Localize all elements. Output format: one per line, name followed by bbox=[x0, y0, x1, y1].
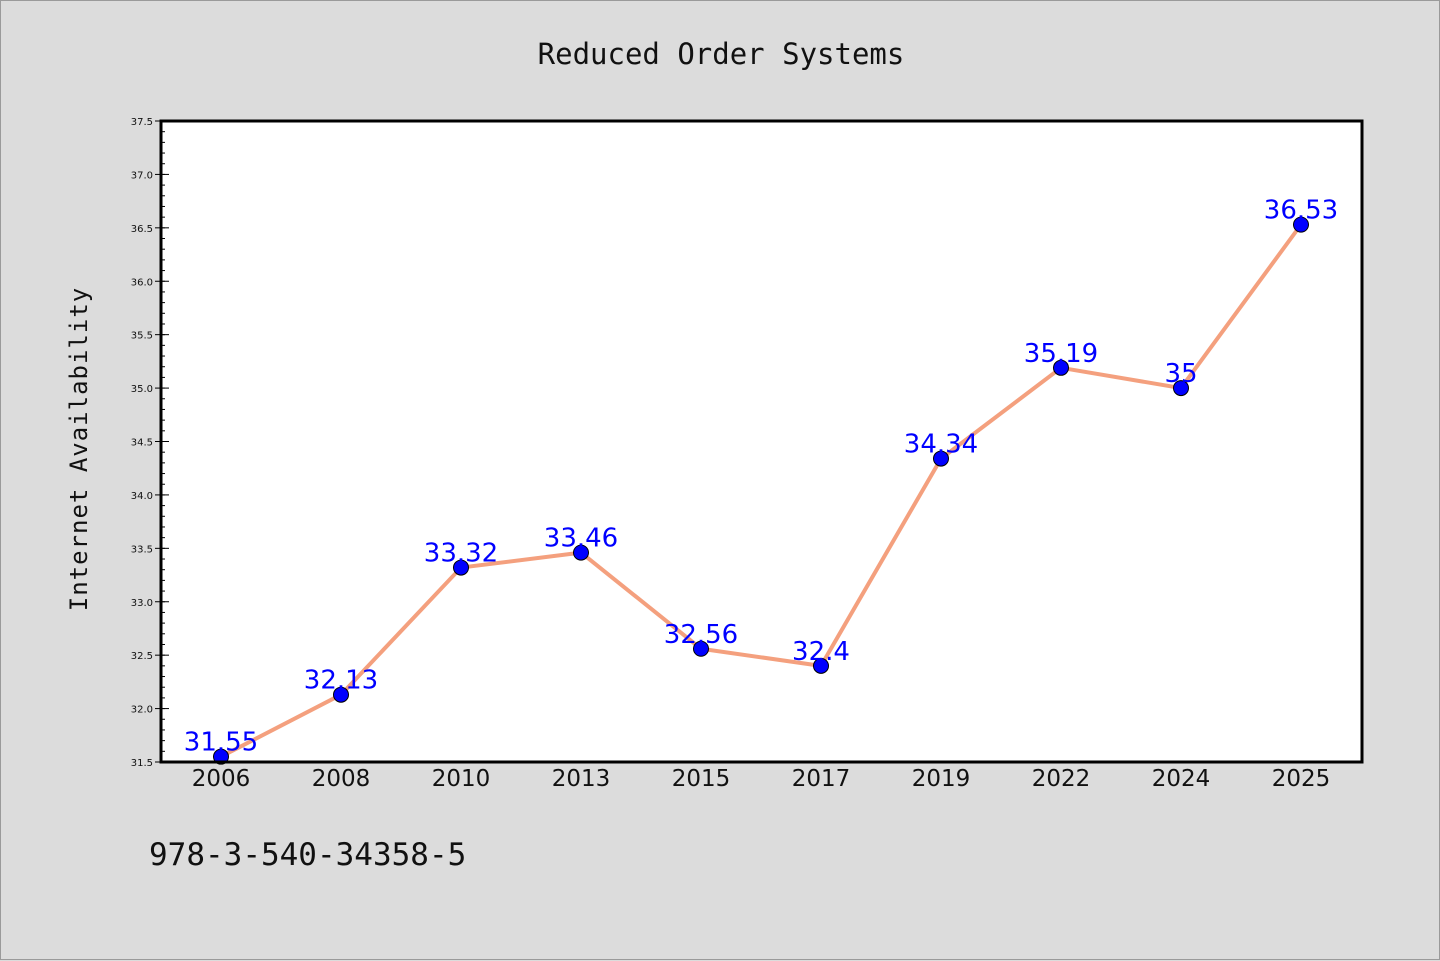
data-label: 31.55 bbox=[184, 728, 258, 758]
data-point-marker bbox=[453, 559, 469, 576]
series-line-group bbox=[219, 222, 1303, 759]
data-label: 34.34 bbox=[904, 430, 978, 460]
y-tick-label: 35.0 bbox=[131, 384, 153, 395]
y-axis-label: Internet Availability bbox=[65, 287, 93, 611]
data-label-group: 31.55 32.13 33.32 33.46 32.56 32.4 34.34 35.19 3… bbox=[184, 196, 1338, 758]
data-label: 33.46 bbox=[544, 524, 618, 554]
y-tick-label: 36.0 bbox=[131, 277, 153, 288]
data-point-marker bbox=[1173, 380, 1189, 397]
data-label: 32.56 bbox=[664, 620, 738, 650]
y-tick-label: 34.0 bbox=[131, 491, 153, 502]
series-line bbox=[219, 222, 1303, 759]
plot-area bbox=[161, 121, 1362, 762]
x-tick-label: 2025 bbox=[1272, 766, 1331, 792]
x-tick-label: 2019 bbox=[912, 766, 971, 792]
data-label: 32.4 bbox=[792, 637, 850, 667]
x-tick-label: 2022 bbox=[1032, 766, 1091, 792]
data-point-marker bbox=[213, 748, 229, 765]
y-tick-label: 33.0 bbox=[131, 598, 153, 609]
y-tick-label: 36.5 bbox=[131, 224, 153, 235]
footnote-isbn: 978-3-540-34358-5 bbox=[149, 837, 466, 873]
x-tick-labels: 2006 2008 2010 2013 2015 2017 2019 2022 2024 2025 bbox=[192, 766, 1331, 792]
data-point-marker bbox=[1053, 359, 1069, 376]
data-label: 35.19 bbox=[1024, 339, 1098, 369]
data-label: 36.53 bbox=[1264, 196, 1338, 226]
x-tick-label: 2017 bbox=[792, 766, 851, 792]
y-tick-labels: 31.5 32.0 32.5 33.0 33.5 34.0 34.5 35.0 35.5 36.0… bbox=[131, 117, 153, 769]
x-tick-label: 2008 bbox=[312, 766, 371, 792]
x-tick-label: 2013 bbox=[552, 766, 611, 792]
data-point-marker bbox=[573, 544, 589, 561]
marker-group bbox=[213, 216, 1309, 765]
y-tick-label: 32.0 bbox=[131, 705, 153, 716]
chart-title: Reduced Order Systems bbox=[538, 37, 905, 71]
y-tick-label: 37.0 bbox=[131, 170, 153, 181]
data-label: 35 bbox=[1164, 359, 1197, 389]
y-tick-label: 33.5 bbox=[131, 544, 153, 555]
x-tick-label: 2015 bbox=[672, 766, 731, 792]
x-tick-label: 2010 bbox=[432, 766, 491, 792]
y-tick-label: 37.5 bbox=[131, 117, 153, 128]
data-point-marker bbox=[1293, 216, 1309, 233]
data-point-marker bbox=[933, 450, 949, 467]
data-point-marker bbox=[693, 640, 709, 657]
y-tick-label: 35.5 bbox=[131, 331, 153, 342]
y-tick-label: 31.5 bbox=[131, 758, 153, 769]
data-label: 32.13 bbox=[304, 666, 378, 696]
x-tick-label: 2006 bbox=[192, 766, 251, 792]
y-tick-label: 32.5 bbox=[131, 651, 153, 662]
data-point-marker bbox=[333, 686, 349, 703]
y-tick-label: 34.5 bbox=[131, 438, 153, 449]
x-tick-label: 2024 bbox=[1152, 766, 1211, 792]
plot-border bbox=[159, 119, 1364, 764]
data-point-marker bbox=[813, 657, 829, 674]
data-label: 33.32 bbox=[424, 539, 498, 569]
